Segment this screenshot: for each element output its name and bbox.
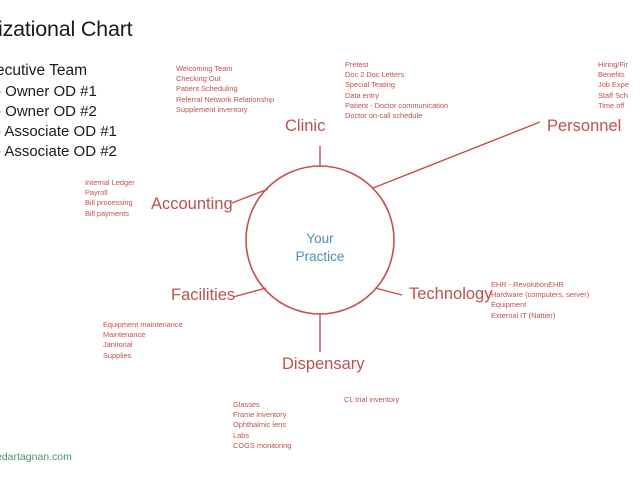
footer-url[interactable]: edartagnan.com xyxy=(0,451,72,463)
spoke-label-technology[interactable]: Technology xyxy=(409,285,493,303)
accounting-items: Internal Ledger Payroll Bill processing … xyxy=(85,178,135,219)
list-item: Job Expe xyxy=(598,80,629,90)
connector-personnel xyxy=(372,121,541,189)
list-item: Time off xyxy=(598,100,625,110)
spoke-label-accounting[interactable]: Accounting xyxy=(151,195,233,213)
personnel-items: Hiring/Fir Benefits Job Expe Staff Sch T… xyxy=(598,60,629,111)
clinic-items-right: Pretest Doc 2 Doc Letters Special Teatin… xyxy=(345,60,448,121)
list-item: Frame inventory xyxy=(233,410,287,420)
executive-team-member: - Owner OD #2 xyxy=(0,103,97,120)
list-item: Doc 2 Doc Letters xyxy=(345,70,405,80)
list-item: Supplies xyxy=(103,350,132,360)
list-item: Hardware (computers, server) xyxy=(491,290,590,300)
list-item: Pretest xyxy=(345,60,369,69)
list-item: Janitorial xyxy=(103,340,133,350)
page-title: izational Chart xyxy=(0,17,133,41)
connector-accounting xyxy=(231,188,269,204)
executive-team-member: - Owner OD #1 xyxy=(0,83,97,100)
list-item: Equipment xyxy=(491,300,527,310)
executive-team-member: - Associate OD #2 xyxy=(0,143,117,160)
list-item: Staff Sch xyxy=(598,90,628,100)
list-item: Welcoming Team xyxy=(176,64,233,73)
executive-team-list: - Owner OD #1 - Owner OD #2 - Associate … xyxy=(0,82,117,162)
hub-label: Your Practice xyxy=(270,230,370,266)
list-item: Internal Ledger xyxy=(85,178,135,187)
list-item: Bill payments xyxy=(85,208,129,218)
hub-label-line1: Your xyxy=(306,231,334,246)
list-item: Doctor on-call schedule xyxy=(345,111,423,121)
list-item: Supplement inventory xyxy=(176,104,248,114)
list-item: Labs xyxy=(233,430,250,440)
list-item: Ophthalmic lens xyxy=(233,420,286,430)
list-item: Benefits xyxy=(598,70,625,80)
clinic-items-left: Welcoming Team Checking Out Patient Sche… xyxy=(176,64,274,115)
spoke-label-clinic[interactable]: Clinic xyxy=(285,117,326,135)
list-item: Payroll xyxy=(85,188,108,198)
facilities-items: Equipment maintenance Maintenance Janito… xyxy=(103,320,183,361)
list-item: Patient - Doctor communication xyxy=(345,100,449,110)
spoke-label-facilities[interactable]: Facilities xyxy=(171,286,236,304)
technology-items: EHR - RevolutionEHR Hardware (computers,… xyxy=(491,280,589,321)
list-item: Referral Network Relationship xyxy=(176,94,275,104)
dispensary-items-right: CL trial inventory xyxy=(344,395,399,405)
list-item: Patient Scheduling xyxy=(176,84,238,94)
executive-team-heading: ecutive Team xyxy=(0,62,88,79)
list-item: External IT (Nattier) xyxy=(491,310,556,320)
dispensary-items-left: Glasses Frame inventory Ophthalmic lens … xyxy=(233,400,291,451)
list-item: Data entry xyxy=(345,90,380,100)
list-item: EHR - RevolutionEHR xyxy=(491,280,564,289)
list-item: Equipment maintenance xyxy=(103,320,183,329)
list-item: Maintenance xyxy=(103,330,146,340)
spoke-label-personnel[interactable]: Personnel xyxy=(547,117,622,135)
list-item: CL trial inventory xyxy=(344,395,400,404)
executive-team-member: - Associate OD #1 xyxy=(0,123,117,140)
connector-technology xyxy=(374,287,403,296)
connector-facilities xyxy=(232,287,267,298)
list-item: Glasses xyxy=(233,400,260,409)
list-item: Bill processing xyxy=(85,198,133,208)
list-item: Checking Out xyxy=(176,74,221,84)
hub-label-line2: Practice xyxy=(295,249,345,264)
list-item: COGS monitoring xyxy=(233,440,292,450)
spoke-label-dispensary[interactable]: Dispensary xyxy=(282,355,365,373)
list-item: Hiring/Fir xyxy=(598,60,628,69)
list-item: Special Teating xyxy=(345,80,395,90)
